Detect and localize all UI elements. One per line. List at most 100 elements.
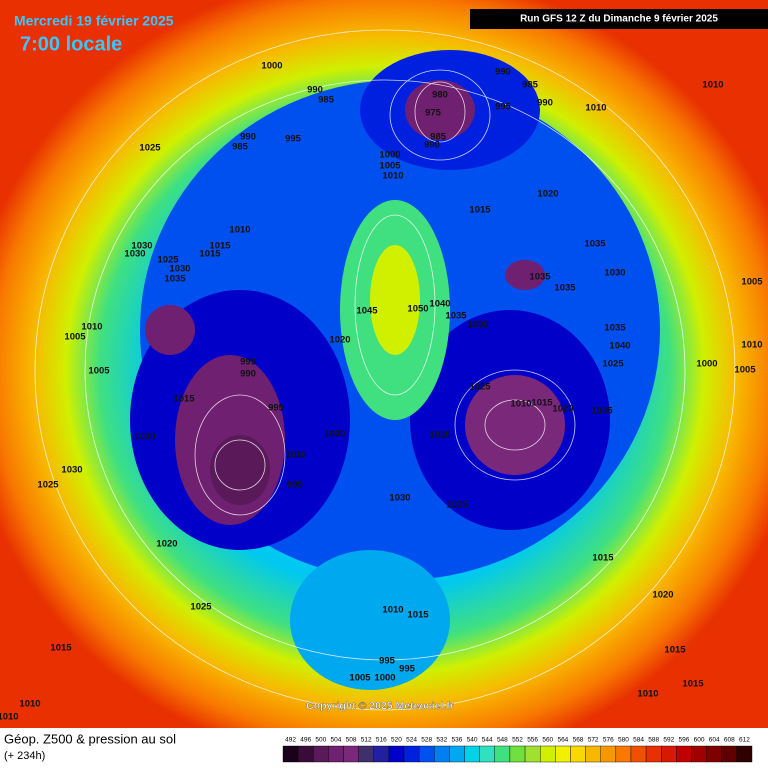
- footer-lead: (+ 234h): [4, 750, 45, 762]
- isobars: [34, 29, 736, 711]
- pressure-label: 1015: [209, 241, 231, 252]
- pressure-label: 990: [307, 85, 323, 96]
- colorbar-label: 516: [376, 737, 387, 744]
- colorbar-label: 500: [315, 737, 326, 744]
- colorbar-swatch: [691, 745, 707, 763]
- colorbar-label: 568: [573, 737, 584, 744]
- pressure-label: 1010: [382, 605, 403, 616]
- run-box: [470, 9, 768, 29]
- colorbar-swatch: [434, 745, 450, 763]
- pressure-label: 1030: [61, 465, 82, 476]
- colorbar-swatch: [555, 745, 571, 763]
- pressure-label: 1010: [81, 322, 102, 333]
- map-field: [405, 80, 475, 140]
- colorbar-label: 604: [709, 737, 720, 744]
- pressure-label: 1010: [382, 171, 403, 182]
- pressure-label: 990: [240, 369, 256, 380]
- pressure-label: 1010: [741, 340, 762, 351]
- pressure-label: 1010: [702, 80, 723, 91]
- colorbar-label: 592: [663, 737, 674, 744]
- pressure-label: 1030: [134, 432, 155, 443]
- colorbar-label: 528: [421, 737, 432, 744]
- pressure-label: 1015: [664, 645, 686, 656]
- pressure-label: 1005: [734, 365, 756, 376]
- colorbar-swatch: [630, 745, 647, 763]
- pressure-label: 1030: [604, 268, 625, 279]
- colorbar-swatch: [721, 745, 738, 763]
- pressure-label: 1030: [324, 429, 345, 440]
- map-field: [210, 435, 270, 505]
- pressure-label: 1025: [37, 480, 59, 491]
- colorbar-swatch: [449, 745, 465, 763]
- colorbar-swatch: [706, 745, 722, 763]
- pressure-label: 1025: [190, 602, 212, 613]
- pressure-label: 1035: [604, 323, 626, 334]
- colorbar-label: 556: [527, 737, 538, 744]
- colorbar-swatch: [661, 745, 677, 763]
- footer-title: Géop. Z500 & pression au sol: [4, 731, 176, 746]
- run-info: Run GFS 12 Z du Dimanche 9 février 2025: [520, 14, 718, 25]
- pressure-label: 1000: [374, 673, 395, 684]
- pressure-label: 1000: [379, 150, 400, 161]
- colorbar-swatch: [282, 745, 299, 763]
- colorbar-label: 552: [512, 737, 523, 744]
- colorbar-label: 576: [603, 737, 614, 744]
- pressure-label: 1030: [131, 241, 152, 252]
- pressure-label: 990: [240, 132, 256, 143]
- colorbar-swatch: [600, 745, 617, 763]
- pressure-label: 995: [285, 134, 302, 145]
- colorbar-swatch: [615, 745, 632, 763]
- pressure-label: 1015: [531, 398, 553, 409]
- pressure-label: 975: [425, 108, 442, 119]
- pressure-label: 1015: [50, 643, 72, 654]
- pressure-label: 1030: [389, 493, 410, 504]
- pressure-label: 985: [522, 80, 539, 91]
- map-field: [145, 305, 195, 355]
- pressure-label: 1025: [157, 255, 179, 266]
- pressure-label: 1025: [446, 500, 468, 511]
- pressure-label: 1035: [584, 239, 606, 250]
- colorbar-label: 588: [648, 737, 659, 744]
- pressure-label: 1010: [229, 225, 250, 236]
- colorbar-label: 492: [285, 737, 296, 744]
- pressure-label: 1035: [554, 283, 576, 294]
- map-field: [505, 260, 545, 290]
- pressure-label: 995: [399, 664, 416, 675]
- pressure-label: 1005: [88, 366, 110, 377]
- pressure-label: 1020: [156, 539, 177, 550]
- pressure-label: 1020: [552, 404, 573, 415]
- pressure-label: 1010: [585, 103, 606, 114]
- colorbar-swatch: [418, 745, 435, 763]
- pressure-label: 1020: [537, 189, 558, 200]
- colorbar-label: 560: [542, 737, 553, 744]
- pressure-label: 1030: [169, 264, 190, 275]
- pressure-label: 1010: [19, 699, 40, 710]
- pressure-label: 1025: [602, 359, 624, 370]
- map-date: Mercredi 19 février 2025: [14, 13, 174, 29]
- pressure-label: 1005: [64, 332, 86, 343]
- pressure-label: 1015: [407, 610, 429, 621]
- map-time: 7:00 locale: [20, 33, 122, 55]
- colorbar-label: 548: [497, 737, 508, 744]
- pressure-label: 1005: [379, 161, 401, 172]
- colorbar-label: 524: [406, 737, 417, 744]
- colorbar-swatch: [676, 745, 692, 763]
- pressure-label: 990: [495, 67, 511, 78]
- copyright: Copyright © 2025 Meteociel.fr: [306, 700, 454, 712]
- pressure-label: 1035: [164, 274, 186, 285]
- pressure-label: 1020: [429, 430, 450, 441]
- pressure-label: 995: [495, 102, 512, 113]
- colorbar-label: 508: [346, 737, 357, 744]
- colorbar-swatch: [524, 745, 541, 763]
- colorbar-label: 596: [678, 737, 689, 744]
- colorbar-swatch: [736, 745, 753, 763]
- colorbar-swatch: [494, 745, 511, 763]
- pressure-label: 1050: [407, 304, 428, 315]
- pressure-label: 1000: [261, 61, 282, 72]
- colorbar-label: 536: [452, 737, 463, 744]
- pressure-label: 1045: [356, 306, 378, 317]
- colorbar-label: 544: [482, 737, 493, 744]
- pressure-label: 1010: [285, 450, 306, 461]
- colorbar-swatch: [328, 745, 344, 763]
- pressure-label: 1035: [445, 311, 467, 322]
